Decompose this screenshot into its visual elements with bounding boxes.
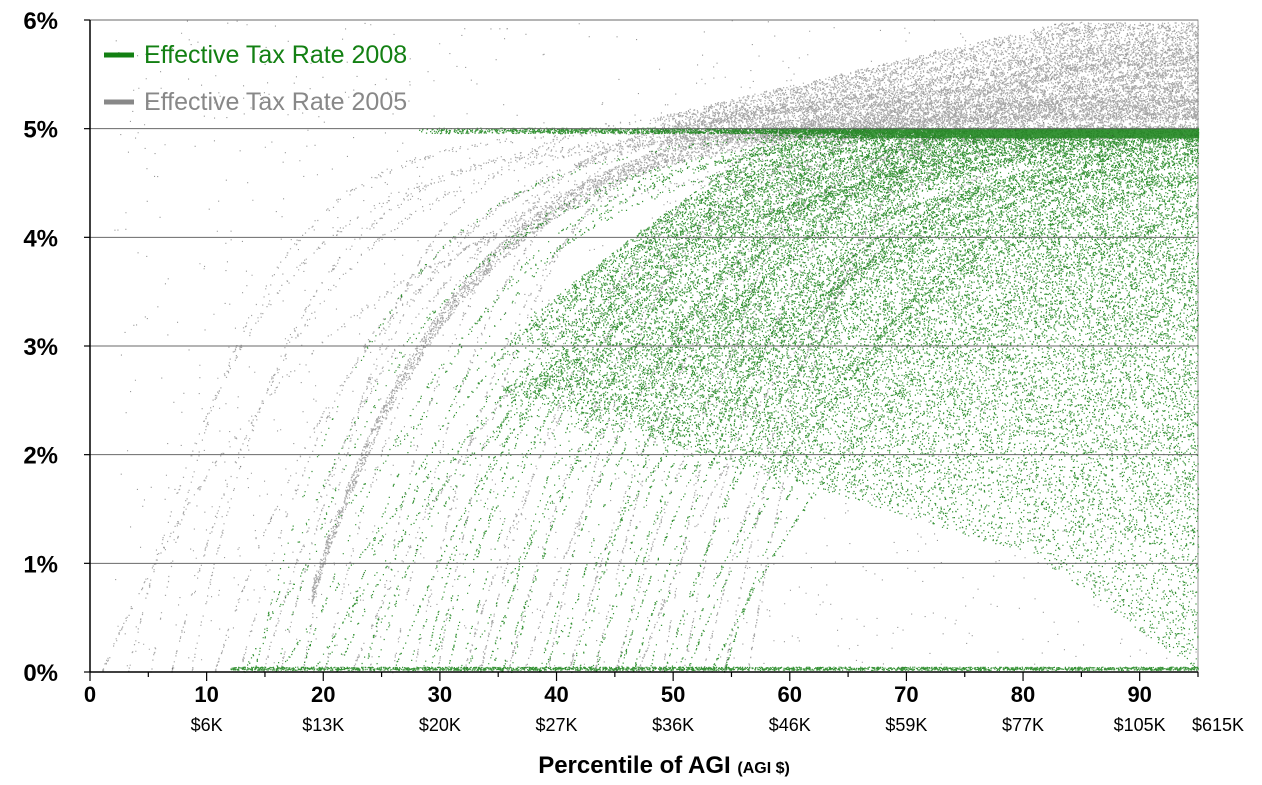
y-tick-label: 1% [23,551,58,578]
x-tick-label: 30 [428,682,452,707]
x-tick-label: 70 [894,682,918,707]
agi-tick-label: $77K [1002,715,1044,735]
legend-label-2005: Effective Tax Rate 2005 [144,88,407,116]
y-tick-label: 0% [23,660,58,687]
x-axis-title-gap [731,752,738,779]
y-tick-label: 5% [23,117,58,144]
x-tick-label: 0 [84,682,96,707]
x-tick-label: 60 [778,682,802,707]
x-tick-label: 10 [194,682,218,707]
agi-tick-label: $46K [769,715,811,735]
y-tick-label: 6% [23,8,58,35]
gridlines [90,19,1198,564]
agi-tick-label: $27K [536,715,578,735]
y-tick-label: 2% [23,443,58,470]
agi-tick-label: $36K [652,715,694,735]
x-tick-label: 40 [544,682,568,707]
x-axis-title: Percentile of AGI (AGI $) [538,752,790,779]
agi-tick-label: $59K [885,715,927,735]
x-tick-label: 90 [1127,682,1151,707]
agi-tick-label: $6K [191,715,223,735]
y-tick-labels: 0% 1% 2% 3% 4% 5% 6% [23,8,58,687]
agi-tick-label: $13K [302,715,344,735]
x-tick-label: 50 [661,682,685,707]
x-tick-label: 20 [311,682,335,707]
y-tick-label: 3% [23,334,58,361]
agi-tick-label: $105K [1114,715,1166,735]
x-axis-title-main: Percentile of AGI [538,752,731,779]
x-tick-label: 80 [1011,682,1035,707]
agi-tick-label: $615K [1192,715,1244,735]
y-tick-label: 4% [23,225,58,252]
legend-label-2008: Effective Tax Rate 2008 [144,41,407,69]
x-axis-title-suffix: (AGI $) [737,760,789,777]
axes [84,19,1199,681]
legend: Effective Tax Rate 2008 Effective Tax Ra… [104,41,407,116]
agi-tick-label: $20K [419,715,461,735]
agi-tick-labels: $6K $13K $20K $27K $36K $46K $59K $77K $105K $615… [191,715,1244,735]
x-tick-labels: 0 10 20 30 40 50 60 70 80 90 [84,682,1152,707]
